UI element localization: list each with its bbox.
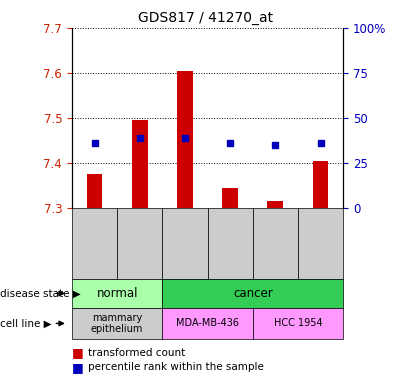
Text: MDA-MB-436: MDA-MB-436 — [176, 318, 239, 328]
Text: percentile rank within the sample: percentile rank within the sample — [88, 363, 263, 372]
Text: GDS817 / 41270_at: GDS817 / 41270_at — [138, 11, 273, 25]
Text: cancer: cancer — [233, 287, 272, 300]
Text: GSM21236: GSM21236 — [180, 214, 190, 271]
Text: cell line ▶: cell line ▶ — [0, 318, 52, 328]
Bar — [313, 161, 328, 208]
Bar — [132, 120, 148, 208]
Text: GSM21240: GSM21240 — [90, 214, 99, 270]
Text: GSM21237: GSM21237 — [225, 214, 235, 271]
Text: transformed count: transformed count — [88, 348, 185, 357]
Text: GSM21239: GSM21239 — [316, 214, 326, 271]
Bar — [222, 188, 238, 208]
Text: HCC 1954: HCC 1954 — [274, 318, 322, 328]
Text: GSM21241: GSM21241 — [135, 214, 145, 271]
Text: GSM21238: GSM21238 — [270, 214, 280, 271]
Bar — [177, 71, 193, 208]
Text: disease state ▶: disease state ▶ — [0, 288, 81, 298]
Text: mammary
epithelium: mammary epithelium — [91, 313, 143, 334]
Text: normal: normal — [97, 287, 138, 300]
Text: ■: ■ — [72, 346, 84, 359]
Text: ■: ■ — [72, 361, 84, 374]
Bar — [87, 174, 102, 208]
Bar — [268, 201, 283, 208]
